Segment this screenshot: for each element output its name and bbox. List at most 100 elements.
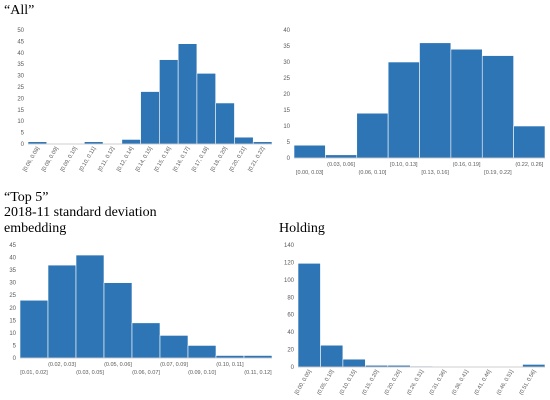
x-tick-label: [0.12, 0.14]	[116, 146, 135, 173]
x-tick-label: [0.15, 0.16]	[154, 146, 173, 173]
x-tick-label: [0.20, 0.21]	[229, 146, 248, 173]
y-tick-label: 35	[283, 44, 290, 50]
bar	[140, 91, 160, 145]
y-tick-label: 25	[9, 293, 16, 299]
y-tick-label: 45	[17, 39, 24, 45]
y-tick-label: 25	[17, 85, 24, 91]
bar	[513, 125, 546, 159]
bar	[215, 102, 235, 145]
bar	[325, 154, 358, 159]
y-tick-label: 20	[17, 96, 24, 102]
y-tick-label: 80	[287, 295, 294, 301]
x-tick-label: (0.07, 0.09]	[160, 362, 188, 368]
x-tick-label: [0.00, 0.05]	[294, 369, 313, 396]
bar	[19, 299, 49, 359]
x-tick-label: (0.20, 0.26]	[384, 369, 403, 397]
x-tick-label: (0.03, 0.05]	[76, 370, 104, 376]
x-tick-label: [0.10, 0.11]	[79, 146, 98, 173]
x-tick-label: (0.22, 0.26]	[515, 162, 543, 168]
x-tick-label: [0.11, 0.12]	[97, 146, 116, 173]
bar	[47, 264, 77, 359]
y-tick-label: 50	[17, 28, 24, 34]
x-tick-label: [0.14, 0.15]	[135, 146, 154, 173]
x-tick-label: [0.06, 0.08]	[22, 146, 41, 173]
x-tick-label: (0.05, 0.10]	[316, 369, 335, 397]
bar	[75, 254, 105, 359]
x-tick-label: (0.06, 0.10]	[359, 170, 387, 176]
y-tick-label: 30	[17, 74, 24, 80]
bar	[356, 112, 389, 159]
y-tick-label: 15	[9, 318, 16, 324]
y-tick-label: 20	[287, 348, 294, 354]
y-tick-label: 10	[9, 331, 16, 337]
x-tick-label: [0.00, 0.03]	[296, 170, 324, 176]
y-tick-label: 10	[17, 119, 24, 125]
y-tick-label: 15	[17, 108, 24, 114]
y-tick-label: 45	[9, 243, 16, 249]
y-tick-label: 100	[284, 278, 295, 284]
bar	[419, 42, 452, 159]
bar	[342, 358, 366, 368]
y-tick-label: 5	[13, 343, 17, 349]
x-tick-label: (0.10, 0.11]	[216, 362, 244, 368]
x-tick-label: (0.46, 0.51]	[496, 369, 515, 397]
y-tick-label: 40	[287, 330, 294, 336]
bar	[387, 61, 420, 159]
y-tick-label: 40	[17, 51, 24, 57]
chart-top5-embedding: 0 5 10 15 20 25 30 35 40 45 [0.01, 0.02](0.02, 0.0…	[9, 243, 273, 376]
bar	[131, 322, 161, 359]
heading-all: “All”	[4, 3, 35, 18]
x-tick-label: (0.15, 0.20]	[361, 369, 380, 397]
y-tick-label: 0	[287, 156, 291, 162]
x-tick-label: [0.21, 0.22]	[247, 146, 266, 173]
bar	[177, 43, 198, 145]
bar	[159, 59, 179, 145]
x-tick-label: (0.02, 0.03]	[48, 362, 76, 368]
bar	[196, 73, 216, 145]
x-tick-label: [0.13, 0.16]	[421, 170, 449, 176]
x-tick-label: (0.09, 0.10]	[188, 370, 216, 376]
chart-all-holding: 0 5 10 15 20 25 30 35 40 [0.00, 0.03](0.03, 0.06]…	[283, 28, 546, 176]
y-tick-label: 15	[283, 108, 290, 114]
y-tick-label: 10	[283, 124, 290, 130]
bar	[234, 136, 254, 145]
bar	[103, 282, 133, 359]
x-tick-label: [0.01, 0.02]	[20, 370, 48, 376]
y-tick-label: 25	[283, 76, 290, 82]
bar	[297, 262, 321, 368]
chart-all-embedding: 0 5 10 15 20 25 30 35 40 45 50 [0.06, 0.08] [0.08, 0…	[17, 28, 273, 173]
x-tick-label: [0.17, 0.18]	[191, 146, 210, 173]
x-tick-label: (0.51, 0.56]	[518, 369, 537, 397]
heading-std-line2: embedding	[4, 221, 67, 236]
bar	[450, 48, 483, 159]
y-tick-label: 30	[283, 60, 290, 66]
x-tick-label: (0.16, 0.19]	[453, 162, 481, 168]
x-tick-label: (0.05, 0.06]	[104, 362, 132, 368]
x-tick-label: (0.41, 0.46]	[473, 369, 492, 397]
y-tick-label: 60	[287, 313, 294, 319]
y-tick-label: 20	[9, 306, 16, 312]
y-tick-label: 0	[13, 356, 17, 362]
heading-std-line1: 2018-11 standard deviation	[4, 205, 157, 220]
bar	[481, 55, 514, 159]
y-tick-label: 120	[284, 260, 295, 266]
x-tick-label: (0.26, 0.31]	[406, 369, 425, 397]
y-tick-label: 0	[291, 365, 295, 371]
y-tick-label: 30	[9, 281, 16, 287]
y-tick-label: 40	[9, 256, 16, 262]
x-tick-label: [0.18, 0.20]	[210, 146, 229, 173]
y-tick-label: 20	[283, 92, 290, 98]
x-tick-label: (0.31, 0.36]	[429, 369, 448, 397]
x-tick-label: (0.11, 0.12]	[244, 370, 272, 376]
y-tick-label: 40	[283, 28, 290, 34]
y-tick-label: 35	[9, 268, 16, 274]
x-tick-label: (0.10, 0.15]	[339, 369, 358, 397]
y-tick-label: 35	[17, 62, 24, 68]
x-tick-label: [0.19, 0.22]	[484, 170, 512, 176]
bar	[320, 344, 344, 368]
y-tick-label: 5	[287, 140, 291, 146]
chart-top5-holding: 0 20 40 60 80 100 120 140 [0.00, 0.05] (0.05, 0.1…	[284, 243, 546, 397]
bar	[187, 345, 217, 359]
